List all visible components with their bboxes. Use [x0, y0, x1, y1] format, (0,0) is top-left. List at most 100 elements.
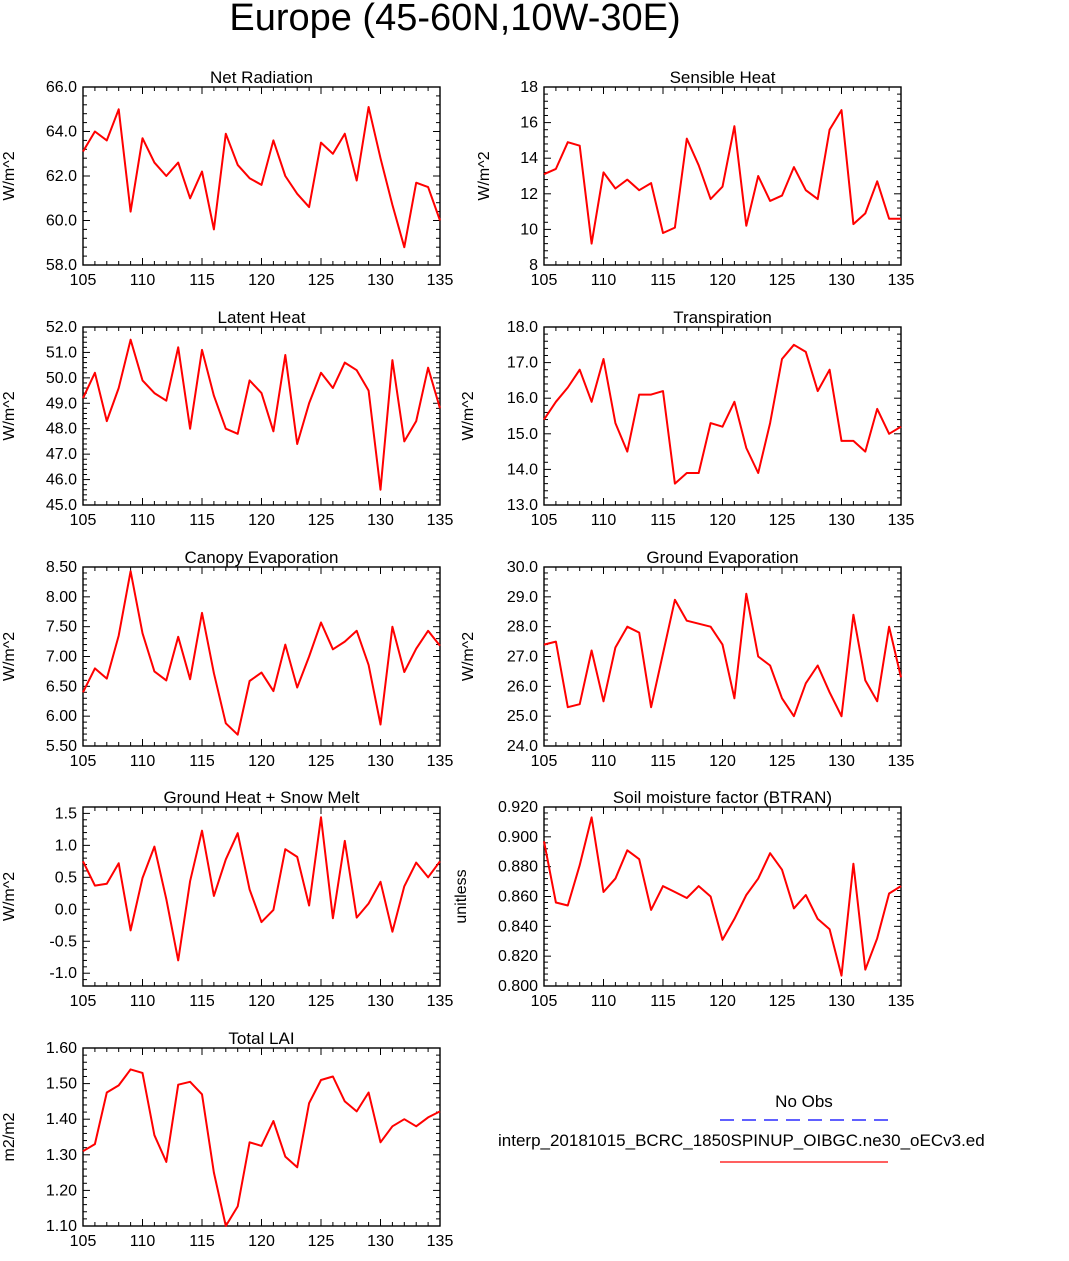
panel-title: Canopy Evaporation [184, 548, 338, 567]
y-tick-label: 0.800 [498, 978, 538, 995]
x-tick-label: 110 [130, 512, 156, 529]
y-tick-label: 1.40 [46, 1111, 77, 1128]
y-axis-label: unitless [453, 869, 470, 923]
y-tick-label: 1.30 [46, 1147, 77, 1164]
series-line-model [82, 106, 441, 249]
x-tick-label: 110 [591, 993, 617, 1010]
y-axis-label: m2/m2 [1, 1112, 18, 1161]
panel-transpiration: Transpiration W/m^2 105 110 115 120 125 130 135 1… [460, 308, 914, 529]
y-tick-label: 66.0 [46, 79, 77, 96]
panel-ground-evaporation: Ground Evaporation W/m^2 105 110 115 120 125 13… [460, 548, 914, 770]
x-tick-label: 120 [248, 753, 275, 770]
plot-frame [543, 566, 902, 747]
y-tick-label: -1.0 [49, 965, 77, 982]
series-line-model [82, 1068, 441, 1227]
y-tick-label: 1.0 [55, 837, 77, 854]
x-tick-label: 120 [248, 272, 275, 289]
x-tick-label: 125 [769, 512, 796, 529]
series-line-model [82, 816, 441, 962]
x-tick-label: 115 [650, 753, 676, 770]
x-tick-label: 120 [709, 272, 736, 289]
y-axis-label: W/m^2 [1, 872, 18, 921]
x-tick-label: 125 [308, 753, 335, 770]
panel-title: Total LAI [228, 1029, 294, 1048]
x-tick-label: 115 [189, 1233, 215, 1250]
y-tick-label: 60.0 [46, 213, 77, 230]
y-axis-label: W/m^2 [476, 151, 493, 200]
y-tick-label: 0.920 [498, 799, 538, 816]
x-tick-label: 120 [248, 1233, 275, 1250]
y-tick-label: 50.0 [46, 370, 77, 387]
x-tick-label: 115 [650, 512, 676, 529]
panel-net-radiation: Net Radiation W/m^2 105 110 115 120 125 130 135 5… [1, 68, 453, 289]
y-tick-label: 0.0 [55, 901, 77, 918]
x-tick-label: 125 [769, 993, 796, 1010]
x-tick-label: 135 [427, 272, 454, 289]
panel-title: Soil moisture factor (BTRAN) [613, 788, 832, 807]
panel-canopy-evaporation: Canopy Evaporation W/m^2 105 110 115 120 125 13… [1, 548, 453, 770]
x-tick-label: 135 [888, 272, 915, 289]
x-tick-label: 130 [367, 993, 394, 1010]
series-line-model [543, 109, 901, 245]
y-tick-label: 45.0 [46, 497, 77, 514]
x-tick-label: 120 [709, 512, 736, 529]
x-tick-label: 105 [531, 272, 558, 289]
plot-frame [543, 326, 902, 506]
x-tick-label: 120 [709, 753, 736, 770]
y-tick-label: 14.0 [507, 461, 538, 478]
x-tick-label: 130 [367, 753, 394, 770]
y-tick-label: 51.0 [46, 344, 77, 361]
y-tick-label: 7.00 [46, 649, 77, 666]
x-tick-label: 135 [427, 512, 454, 529]
y-tick-label: 1.20 [46, 1182, 77, 1199]
y-tick-label: 5.50 [46, 738, 77, 755]
y-tick-label: 15.0 [507, 426, 538, 443]
y-tick-label: 64.0 [46, 124, 77, 141]
panels: Net Radiation W/m^2 105 110 115 120 125 130 135 5… [1, 68, 914, 1250]
figure-title: Europe (45-60N,10W-30E) [229, 0, 680, 39]
x-tick-label: 125 [769, 272, 796, 289]
x-tick-label: 110 [130, 753, 156, 770]
y-tick-label: 8 [529, 257, 538, 274]
plot-frame [543, 806, 902, 987]
y-tick-label: 26.0 [507, 678, 538, 695]
y-tick-label: 0.840 [498, 918, 538, 935]
y-tick-label: 8.00 [46, 589, 77, 606]
series-line-model [82, 570, 441, 736]
x-tick-label: 120 [248, 993, 275, 1010]
x-tick-label: 135 [427, 1233, 454, 1250]
y-tick-label: 30.0 [507, 559, 538, 576]
panel-total-lai: Total LAI m2/m2 105 110 115 120 125 130 135 1.10 1… [1, 1029, 453, 1250]
y-tick-label: 0.880 [498, 859, 538, 876]
panel-title: Transpiration [673, 308, 772, 327]
y-tick-label: 17.0 [507, 355, 538, 372]
x-tick-label: 110 [591, 512, 617, 529]
x-tick-label: 130 [367, 272, 394, 289]
y-tick-label: 62.0 [46, 168, 77, 185]
panel-soil-moisture-factor-btran: Soil moisture factor (BTRAN) unitless 105 1… [453, 788, 914, 1010]
panel-title: Sensible Heat [670, 68, 776, 87]
panel-title: Ground Evaporation [646, 548, 798, 567]
y-tick-label: 46.0 [46, 472, 77, 489]
x-tick-label: 105 [531, 512, 558, 529]
series-line-model [82, 338, 441, 491]
panel-title: Latent Heat [218, 308, 306, 327]
x-tick-label: 110 [130, 1233, 156, 1250]
x-tick-label: 105 [70, 1233, 97, 1250]
x-tick-label: 125 [308, 1233, 335, 1250]
x-tick-label: 120 [248, 512, 275, 529]
y-tick-label: 29.0 [507, 589, 538, 606]
y-tick-label: 7.50 [46, 619, 77, 636]
y-tick-label: 10 [520, 221, 538, 238]
y-tick-label: 0.5 [55, 869, 77, 886]
plot-frame [82, 1047, 441, 1227]
panel-sensible-heat: Sensible Heat W/m^2 105 110 115 120 125 130 135 8… [476, 68, 914, 289]
x-tick-label: 110 [591, 272, 617, 289]
x-tick-label: 105 [531, 993, 558, 1010]
x-tick-label: 105 [70, 753, 97, 770]
y-axis-label: W/m^2 [460, 391, 477, 440]
y-tick-label: 8.50 [46, 559, 77, 576]
x-tick-label: 135 [427, 753, 454, 770]
y-tick-label: -0.5 [49, 933, 77, 950]
x-tick-label: 130 [367, 512, 394, 529]
